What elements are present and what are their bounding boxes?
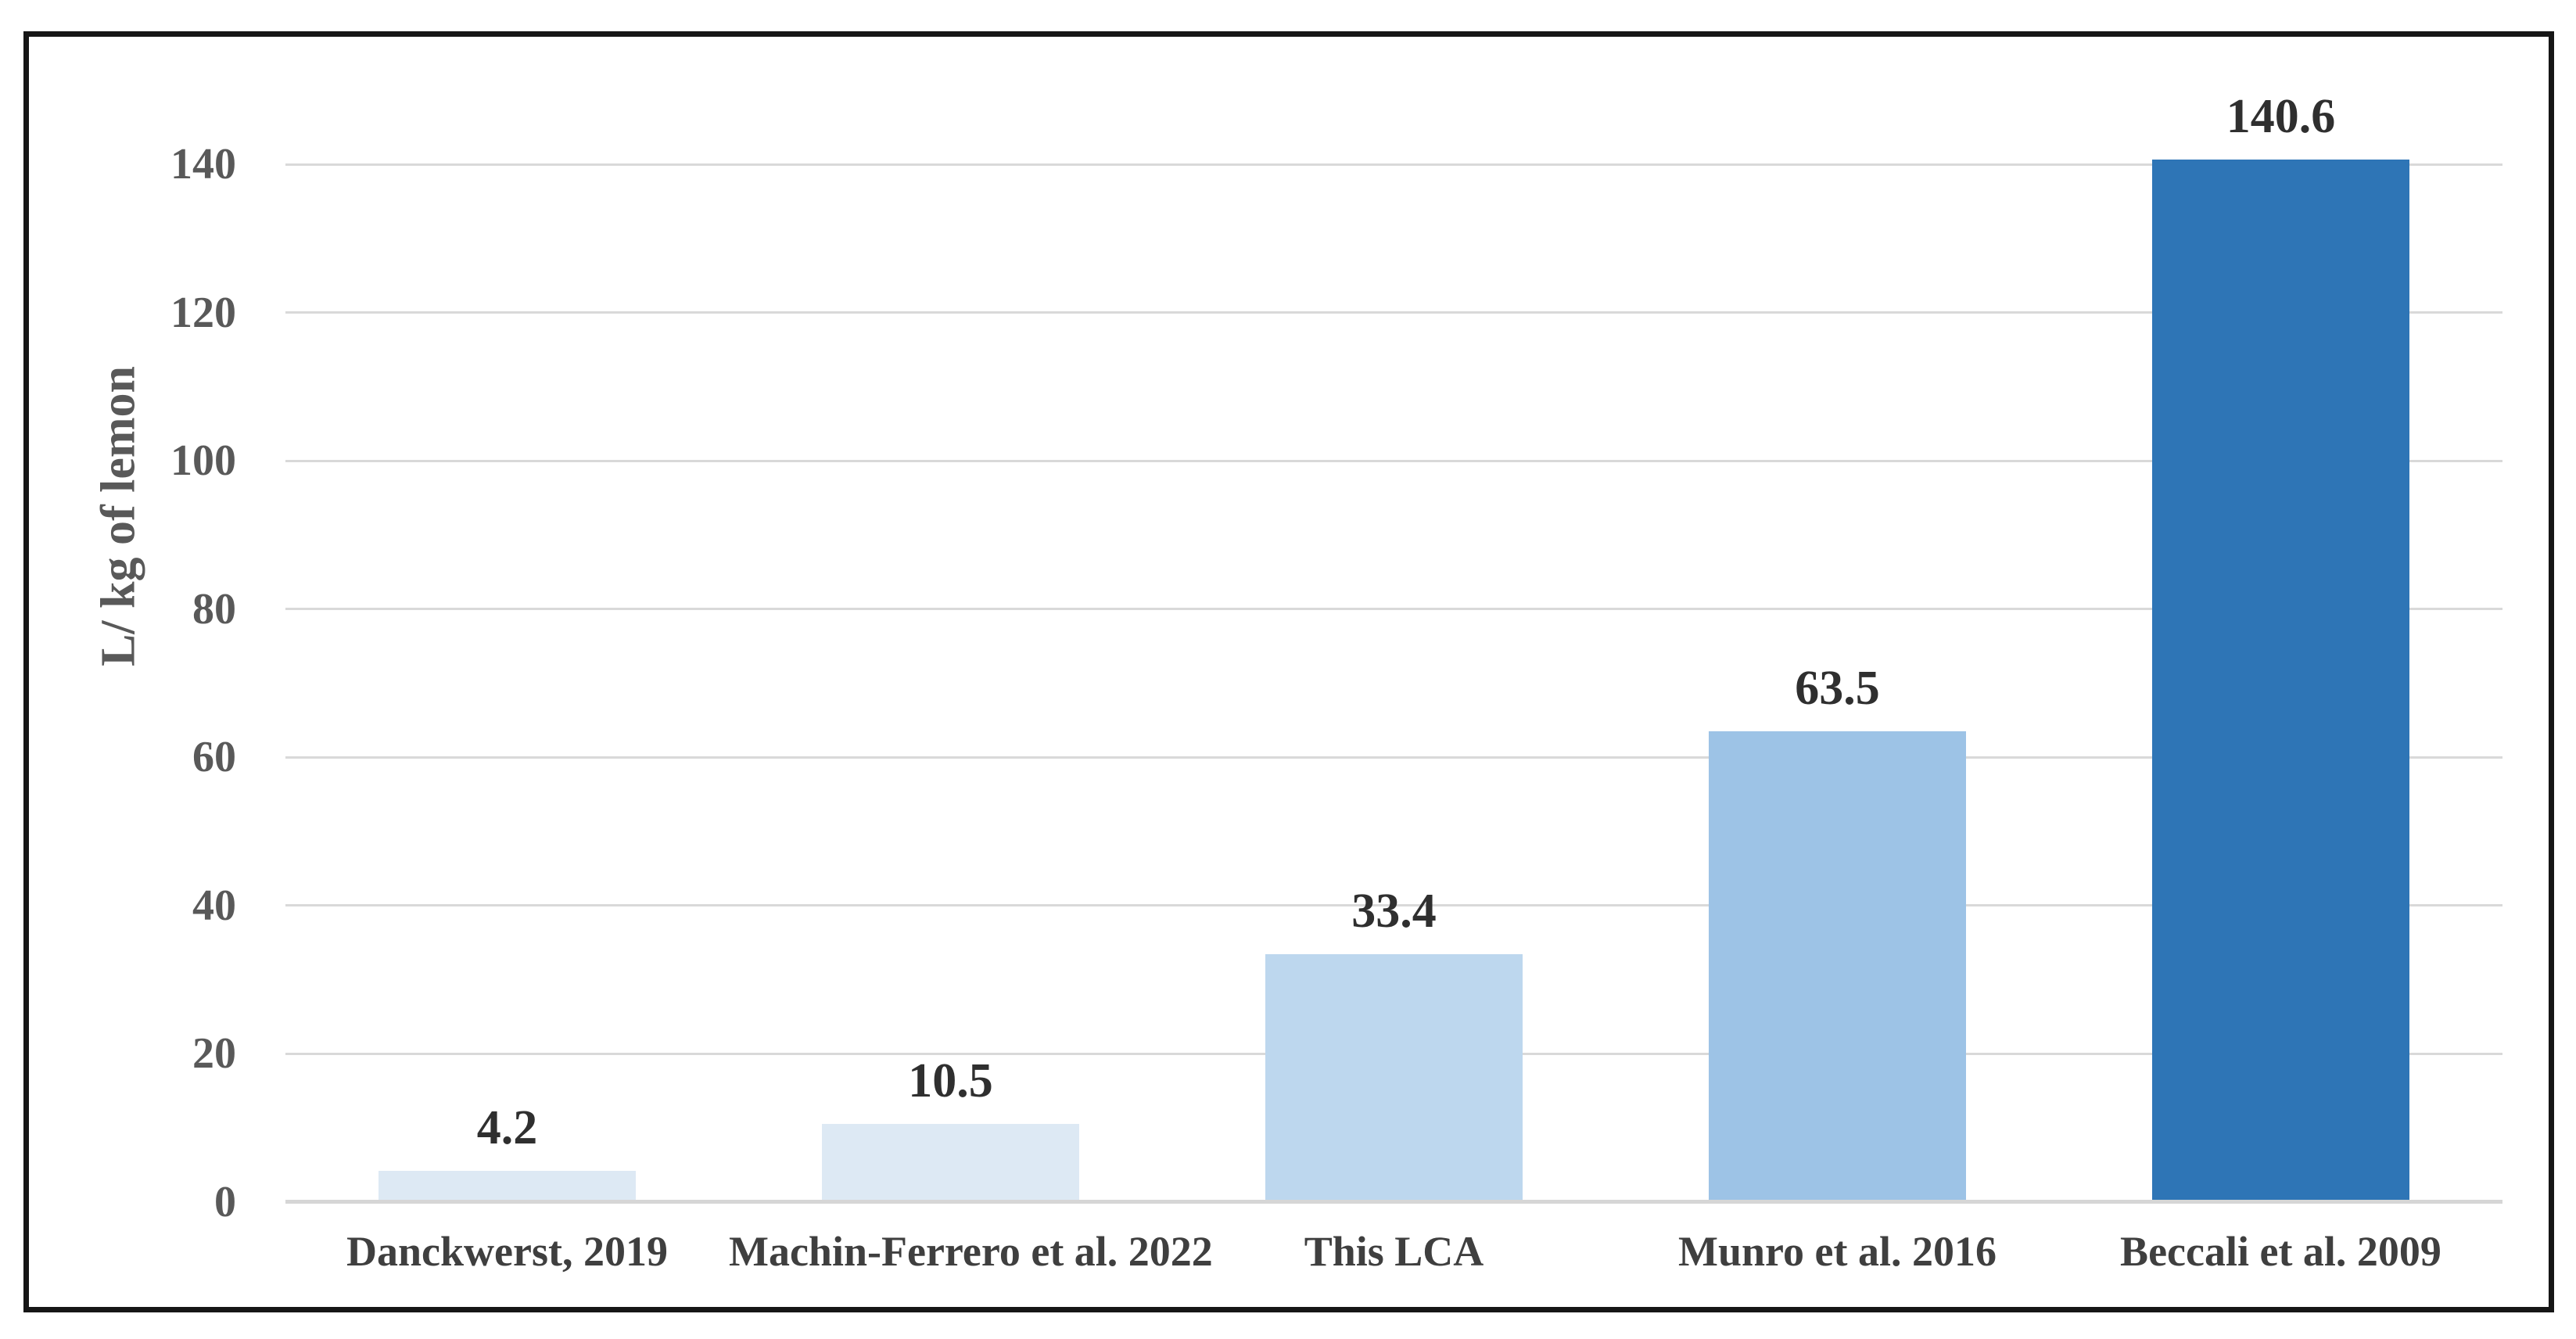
gridline-120 [285,311,2502,314]
gridline-60 [285,756,2502,759]
bar-0 [379,1171,636,1202]
gridline-100 [285,459,2502,462]
value-label-1: 10.5 [908,1054,993,1108]
bar-2 [1265,954,1523,1202]
x-category-label-3: Munro et al. 2016 [1678,1228,1997,1275]
bar-series: 4.2 10.5 33.4 63.5 140.6 [285,92,2502,1202]
value-label-0: 4.2 [476,1101,538,1155]
bar-4 [2152,160,2409,1202]
x-axis-line [285,1200,2502,1204]
y-tick-label-20: 20 [192,1029,236,1079]
y-tick-label-100: 100 [170,436,236,486]
plot-area: 4.2 10.5 33.4 63.5 140.6 [285,92,2502,1204]
value-label-3: 63.5 [1795,662,1880,716]
x-category-label-4: Beccali et al. 2009 [2120,1228,2441,1275]
value-label-2: 33.4 [1351,885,1437,939]
bar-slot: 33.4 [1172,164,1616,1202]
value-label-4: 140.6 [2226,90,2336,144]
y-axis-tick-labels: 0 20 40 60 80 100 120 140 [0,142,236,1224]
y-tick-label-40: 40 [192,881,236,930]
x-category-label-0: Danckwerst, 2019 [346,1228,668,1275]
y-tick-label-60: 60 [192,733,236,782]
gridline-80 [285,608,2502,611]
bar-1 [822,1124,1079,1202]
y-tick-label-140: 140 [170,140,236,188]
y-tick-label-0: 0 [214,1178,236,1226]
y-tick-label-120: 120 [170,288,236,337]
x-category-label-1: Machin-Ferrero et al. 2022 [729,1228,1213,1275]
bar-3 [1709,731,1966,1202]
gridline-40 [285,904,2502,907]
gridline-140 [285,163,2502,166]
bar-slot: 140.6 [2059,92,2502,1202]
bar-slot: 10.5 [729,164,1172,1202]
x-category-labels: Danckwerst, 2019 Machin-Ferrero et al. 20… [285,1226,2502,1277]
x-category-label-2: This LCA [1304,1228,1484,1275]
bar-slot: 63.5 [1616,164,2059,1202]
y-tick-label-80: 80 [192,584,236,634]
bar-slot: 4.2 [285,164,729,1202]
